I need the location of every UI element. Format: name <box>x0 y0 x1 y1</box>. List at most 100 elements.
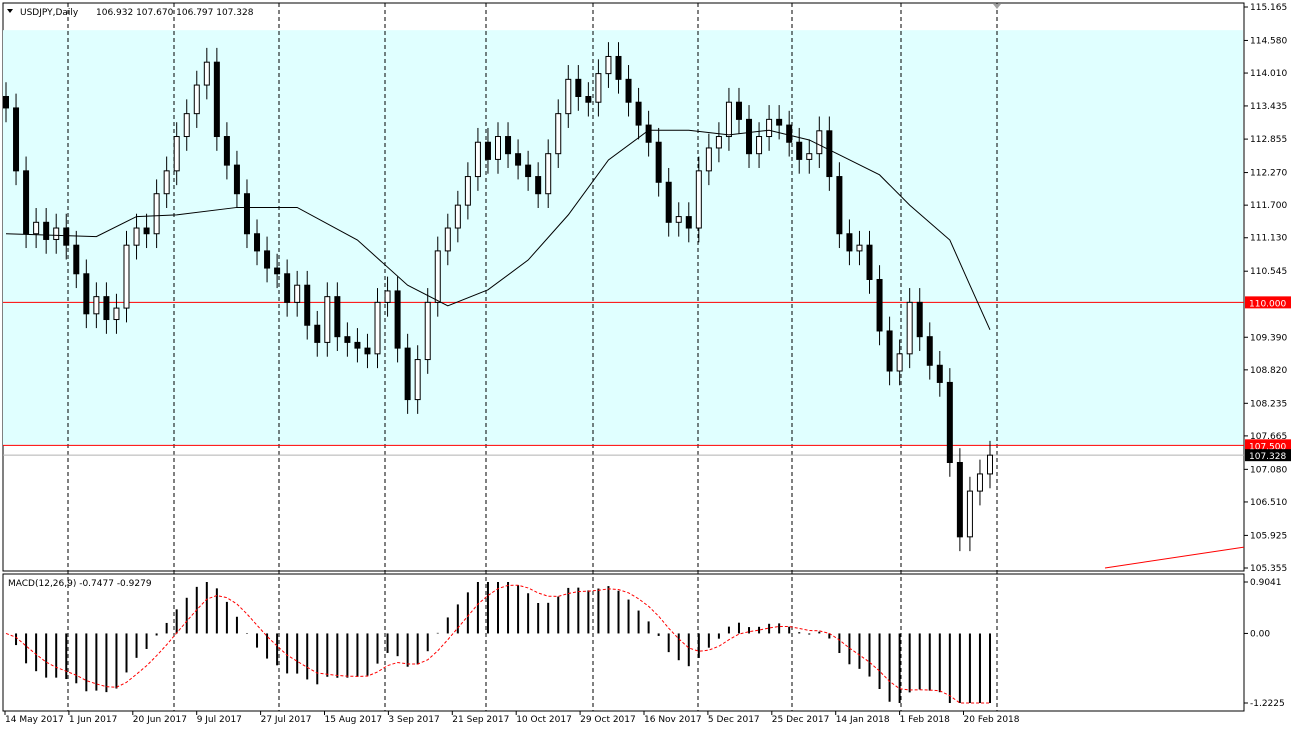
candle-body <box>294 284 301 303</box>
current-price-tag <box>1245 449 1291 462</box>
date-tick-label: 16 Nov 2017 <box>644 715 702 725</box>
macd-tick-label: 0.9041 <box>1250 578 1282 588</box>
date-tick-label: 14 Jan 2018 <box>836 715 890 725</box>
date-tick-label: 14 May 2017 <box>5 715 64 725</box>
price-tick-label: 108.820 <box>1250 366 1287 376</box>
candle-body <box>816 130 823 155</box>
candle-body <box>695 170 702 229</box>
candle-body <box>344 336 351 343</box>
candle-body <box>615 55 622 80</box>
candle-body <box>143 227 150 235</box>
candle-body <box>856 244 863 252</box>
candle-body <box>13 107 20 172</box>
candle-body <box>274 267 281 275</box>
price-tick-label: 112.855 <box>1250 135 1287 145</box>
candle-body <box>53 227 60 240</box>
candle-body <box>976 473 983 492</box>
date-tick-label: 29 Oct 2017 <box>580 715 636 725</box>
candle-body <box>223 136 230 166</box>
candle-body <box>635 101 642 126</box>
candle-body <box>314 324 321 343</box>
candle-body <box>956 461 963 538</box>
candle-body <box>23 170 30 235</box>
candle-body <box>63 227 70 246</box>
candle-body <box>665 181 672 223</box>
candle-body <box>193 84 200 115</box>
candle-body <box>846 233 853 252</box>
candle-body <box>515 153 522 166</box>
date-tick-label: 20 Feb 2018 <box>964 715 1020 725</box>
candle-body <box>595 73 602 103</box>
candle-body <box>675 216 682 223</box>
candle-body <box>203 61 210 86</box>
candle-body <box>535 176 542 195</box>
candle-body <box>73 244 80 275</box>
date-tick-label: 5 Dec 2017 <box>708 715 760 725</box>
date-tick-label: 3 Sep 2017 <box>388 715 439 725</box>
candle-body <box>685 216 692 229</box>
date-tick-label: 1 Feb 2018 <box>900 715 951 725</box>
candle-body <box>3 95 9 109</box>
candle-body <box>866 244 873 280</box>
candle-body <box>766 118 773 138</box>
candle-body <box>746 118 753 155</box>
candle-body <box>936 364 943 383</box>
candle-body <box>113 307 120 321</box>
candle-body <box>906 301 913 355</box>
candle-body <box>545 153 552 195</box>
date-tick-label: 15 Aug 2017 <box>325 715 383 725</box>
candle-body <box>464 176 471 206</box>
candle-body <box>264 250 271 269</box>
date-tick-label: 10 Oct 2017 <box>516 715 572 725</box>
trend-line <box>1104 546 1245 569</box>
candle-body <box>324 296 331 343</box>
price-tick-label: 110.545 <box>1250 267 1287 277</box>
candle-body <box>374 301 381 355</box>
candle-body <box>735 101 742 120</box>
candle-body <box>364 347 371 355</box>
candle-body <box>966 490 973 538</box>
candle-body <box>916 301 923 338</box>
candle-body <box>886 330 893 372</box>
candle-body <box>836 176 843 235</box>
price-tick-label: 111.130 <box>1250 234 1287 244</box>
candle-body <box>565 78 572 115</box>
price-tick-label: 114.580 <box>1250 36 1287 46</box>
candle-body <box>655 141 662 183</box>
candle-body <box>434 250 441 303</box>
current-price-label: 107.328 <box>1249 452 1286 462</box>
macd-pane <box>2 573 1245 712</box>
candle-body <box>495 136 501 160</box>
price-tick-label: 111.700 <box>1250 201 1287 211</box>
date-tick-label: 27 Jul 2017 <box>261 715 312 725</box>
candle-body <box>133 227 140 246</box>
date-tick-label: 25 Dec 2017 <box>772 715 830 725</box>
candle-body <box>715 136 722 149</box>
chart-shift-marker-icon <box>993 4 1001 9</box>
price-tick-label: 107.080 <box>1250 465 1287 475</box>
symbol-label: USDJPY,Daily <box>20 8 79 18</box>
candle-body <box>987 454 993 475</box>
collapse-triangle-icon[interactable] <box>7 9 13 13</box>
candle-body <box>474 141 481 178</box>
candle-body <box>585 95 592 103</box>
macd-signal-line <box>5 584 990 704</box>
candle-body <box>444 227 451 252</box>
date-tick-label: 21 Sep 2017 <box>452 715 509 725</box>
candle-body <box>756 136 763 155</box>
candle-body <box>394 290 401 349</box>
price-tick-label: 105.925 <box>1250 531 1287 541</box>
candle-body <box>876 278 883 332</box>
candle-body <box>254 233 261 252</box>
candle-body <box>705 147 712 172</box>
level-price-tag <box>1245 439 1291 452</box>
date-tick-label: 9 Jul 2017 <box>197 715 242 725</box>
price-tick-label: 108.235 <box>1250 399 1287 409</box>
price-tick-label: 114.010 <box>1250 69 1287 79</box>
candle-body <box>926 336 933 366</box>
candle-body <box>404 347 411 401</box>
candle-body <box>786 124 793 143</box>
candle-body <box>384 290 391 303</box>
